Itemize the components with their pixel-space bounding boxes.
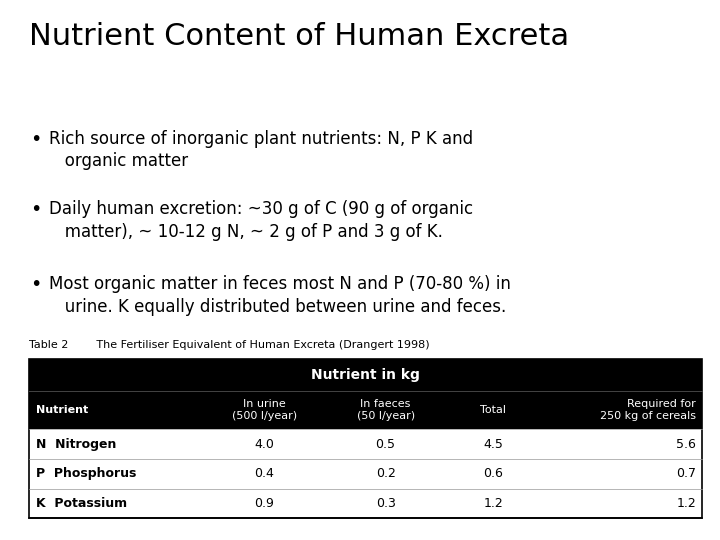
Text: 0.4: 0.4	[254, 467, 274, 480]
Text: Nutrient in kg: Nutrient in kg	[311, 368, 420, 382]
Text: 0.2: 0.2	[376, 467, 395, 480]
Text: 0.5: 0.5	[376, 437, 395, 450]
Bar	[29, 359, 702, 429]
Bar	[29, 359, 702, 518]
Text: 0.9: 0.9	[254, 497, 274, 510]
Text: 0.7: 0.7	[676, 467, 696, 480]
Bar	[29, 429, 702, 459]
Bar	[29, 459, 702, 489]
Text: 4.5: 4.5	[483, 437, 503, 450]
Text: N  Nitrogen: N Nitrogen	[36, 437, 117, 450]
Text: Most organic matter in feces most N and P (70-80 %) in
   urine. K equally distr: Most organic matter in feces most N and …	[49, 275, 510, 316]
Text: In faeces
(50 l/year): In faeces (50 l/year)	[356, 399, 415, 421]
Text: Daily human excretion: ~30 g of C (90 g of organic
   matter), ~ 10-12 g N, ~ 2 : Daily human excretion: ~30 g of C (90 g …	[49, 200, 473, 241]
Bar	[29, 489, 702, 518]
Text: 0.3: 0.3	[376, 497, 395, 510]
Text: Nutrient: Nutrient	[36, 405, 89, 415]
Text: •: •	[30, 130, 42, 148]
Text: 4.0: 4.0	[254, 437, 274, 450]
Text: 5.6: 5.6	[676, 437, 696, 450]
Text: 0.6: 0.6	[483, 467, 503, 480]
Text: P  Phosphorus: P Phosphorus	[36, 467, 136, 480]
Text: 1.2: 1.2	[677, 497, 696, 510]
Text: Required for
250 kg of cereals: Required for 250 kg of cereals	[600, 399, 696, 421]
Text: Table 2        The Fertiliser Equivalent of Human Excreta (Drangert 1998): Table 2 The Fertiliser Equivalent of Hum…	[29, 340, 429, 350]
Text: In urine
(500 l/year): In urine (500 l/year)	[232, 399, 297, 421]
Text: •: •	[30, 200, 42, 219]
Text: K  Potassium: K Potassium	[36, 497, 127, 510]
Text: Total: Total	[480, 405, 506, 415]
Text: Rich source of inorganic plant nutrients: N, P K and
   organic matter: Rich source of inorganic plant nutrients…	[49, 130, 473, 171]
Text: Nutrient Content of Human Excreta: Nutrient Content of Human Excreta	[29, 22, 569, 51]
Text: •: •	[30, 275, 42, 294]
Text: 1.2: 1.2	[483, 497, 503, 510]
